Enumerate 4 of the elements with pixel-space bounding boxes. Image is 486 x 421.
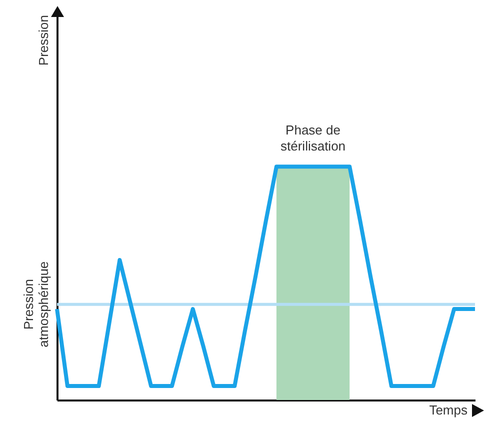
text: Phase de stérilisation (280, 122, 346, 154)
x-axis-title: Temps (429, 402, 468, 418)
ref-line-label: Pression atmosphérique (21, 261, 51, 348)
text: Pression (36, 15, 51, 66)
